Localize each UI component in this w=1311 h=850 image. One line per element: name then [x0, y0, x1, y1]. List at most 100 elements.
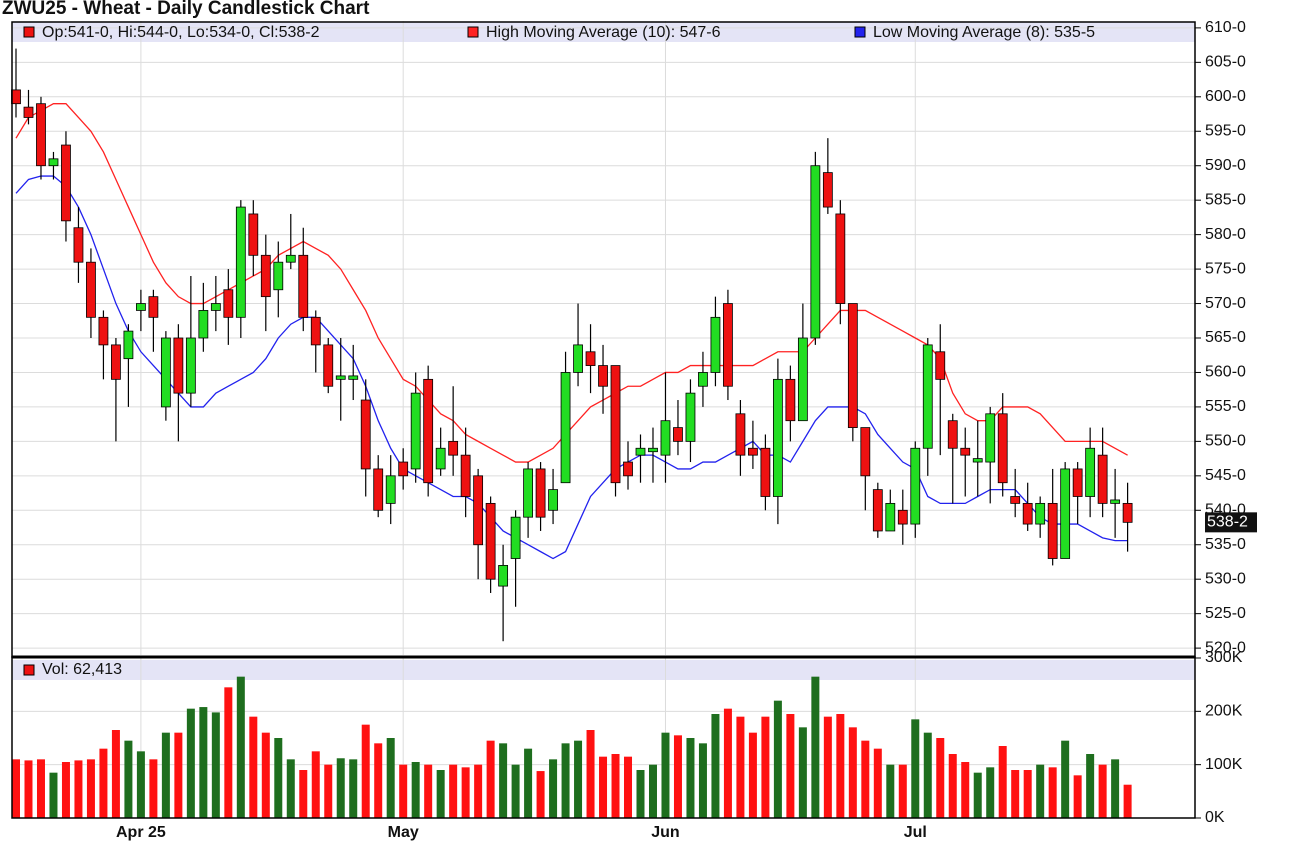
volume-bar	[1073, 775, 1082, 818]
volume-bar	[549, 759, 558, 818]
volume-bar	[86, 759, 95, 818]
candle-body	[1035, 502, 1046, 525]
volume-bar	[524, 748, 533, 818]
volume-bar	[174, 732, 183, 818]
candle-body	[673, 427, 683, 442]
candle-body	[573, 344, 583, 373]
candle-body	[610, 365, 621, 484]
candle-body	[997, 413, 1008, 484]
volume-bar	[836, 714, 845, 818]
y-tick-label: 610-0	[1205, 19, 1246, 36]
candle-body	[1060, 468, 1071, 559]
volume-bar	[1011, 770, 1020, 818]
volume-bar	[424, 764, 433, 818]
candle-body	[947, 420, 958, 449]
candle-body	[735, 413, 746, 456]
volume-bar	[624, 756, 633, 818]
volume-bar	[886, 764, 895, 818]
volume-bar	[24, 760, 33, 818]
candle-body	[723, 303, 733, 387]
y2-tick-label: 200K	[1205, 703, 1243, 720]
candle-body	[73, 227, 84, 263]
volume-bar	[474, 764, 483, 818]
legend-swatch	[23, 26, 35, 38]
y-tick-label: 605-0	[1205, 54, 1246, 71]
candle-body	[1097, 454, 1108, 504]
candle-body	[48, 158, 59, 167]
candle-body	[710, 316, 721, 373]
candle-body	[160, 337, 171, 408]
volume-bar	[436, 770, 445, 818]
candle-body	[648, 447, 658, 453]
volume-label: Vol: 62,413	[42, 661, 122, 678]
candle-body	[423, 378, 434, 484]
candle-body	[847, 303, 858, 428]
candle-body	[310, 316, 321, 346]
last-price-label: 538-2	[1207, 514, 1248, 531]
volume-bar	[611, 754, 620, 818]
legend-swatch	[467, 26, 479, 38]
candle-body	[748, 447, 758, 456]
x-tick-label: Jul	[904, 824, 927, 841]
volume-bar	[74, 760, 83, 818]
candle-body	[148, 296, 159, 318]
volume-bar	[848, 727, 857, 818]
volume-bar	[1111, 759, 1120, 818]
volume-bar	[911, 719, 920, 818]
candle-body	[61, 144, 71, 222]
legend-band	[12, 22, 1195, 42]
candle-body	[698, 372, 708, 387]
volume-bar	[511, 764, 520, 818]
candle-body	[173, 337, 184, 394]
legend-label: High Moving Average (10): 547-6	[486, 24, 721, 41]
y-tick-label: 600-0	[1205, 88, 1246, 105]
candle-body	[360, 399, 371, 470]
volume-bar	[299, 770, 308, 818]
y-tick-label: 530-0	[1205, 570, 1246, 587]
volume-bar	[61, 762, 70, 818]
volume-bar	[986, 767, 995, 818]
candle-body	[485, 502, 496, 580]
volume-bar	[1023, 770, 1032, 818]
volume-bar	[1048, 767, 1057, 818]
candle-body	[548, 489, 558, 511]
y-tick-label: 580-0	[1205, 226, 1246, 243]
volume-bar	[12, 759, 20, 818]
candle-body	[1072, 468, 1083, 497]
candle-body	[985, 413, 996, 463]
candle-body	[1047, 502, 1058, 559]
volume-bar	[723, 708, 732, 818]
moving-average-line	[15, 175, 1128, 560]
candle-body	[810, 165, 821, 339]
moving-average-line	[15, 103, 1128, 463]
legend-swatch	[854, 26, 866, 38]
candle-body	[86, 261, 96, 318]
y-tick-label: 590-0	[1205, 157, 1246, 174]
y-tick-label: 525-0	[1205, 605, 1246, 622]
legend-swatch	[23, 664, 35, 676]
volume-bar	[1086, 754, 1095, 818]
candle-body	[348, 375, 359, 380]
grid: 610-0 605-0 600-0 595-0 590-0 585-0 580-0 575-0…	[12, 19, 1246, 841]
candle-body	[560, 372, 571, 484]
candle-body	[223, 289, 234, 318]
candle-body	[935, 351, 946, 380]
volume-bar	[161, 732, 170, 818]
volume-bar	[786, 714, 795, 818]
volume-bar	[923, 732, 932, 818]
y-tick-label: 555-0	[1205, 398, 1246, 415]
ohlc-label: Op:541-0, Hi:544-0, Lo:534-0, Cl:538-2	[42, 24, 320, 41]
candle-body	[298, 254, 309, 318]
volume-bar	[286, 759, 295, 818]
candle-body	[1010, 496, 1021, 504]
volume-bar	[711, 714, 720, 818]
candle-body	[1022, 502, 1033, 525]
candle-body	[198, 310, 209, 339]
y-tick-label: 520-0	[1205, 639, 1246, 656]
candle-body	[398, 461, 409, 477]
candle-body	[760, 447, 771, 497]
volume-bar	[1098, 764, 1107, 818]
volume-bar	[973, 772, 982, 818]
y-tick-label: 575-0	[1205, 260, 1246, 277]
volume-bar	[336, 758, 345, 818]
